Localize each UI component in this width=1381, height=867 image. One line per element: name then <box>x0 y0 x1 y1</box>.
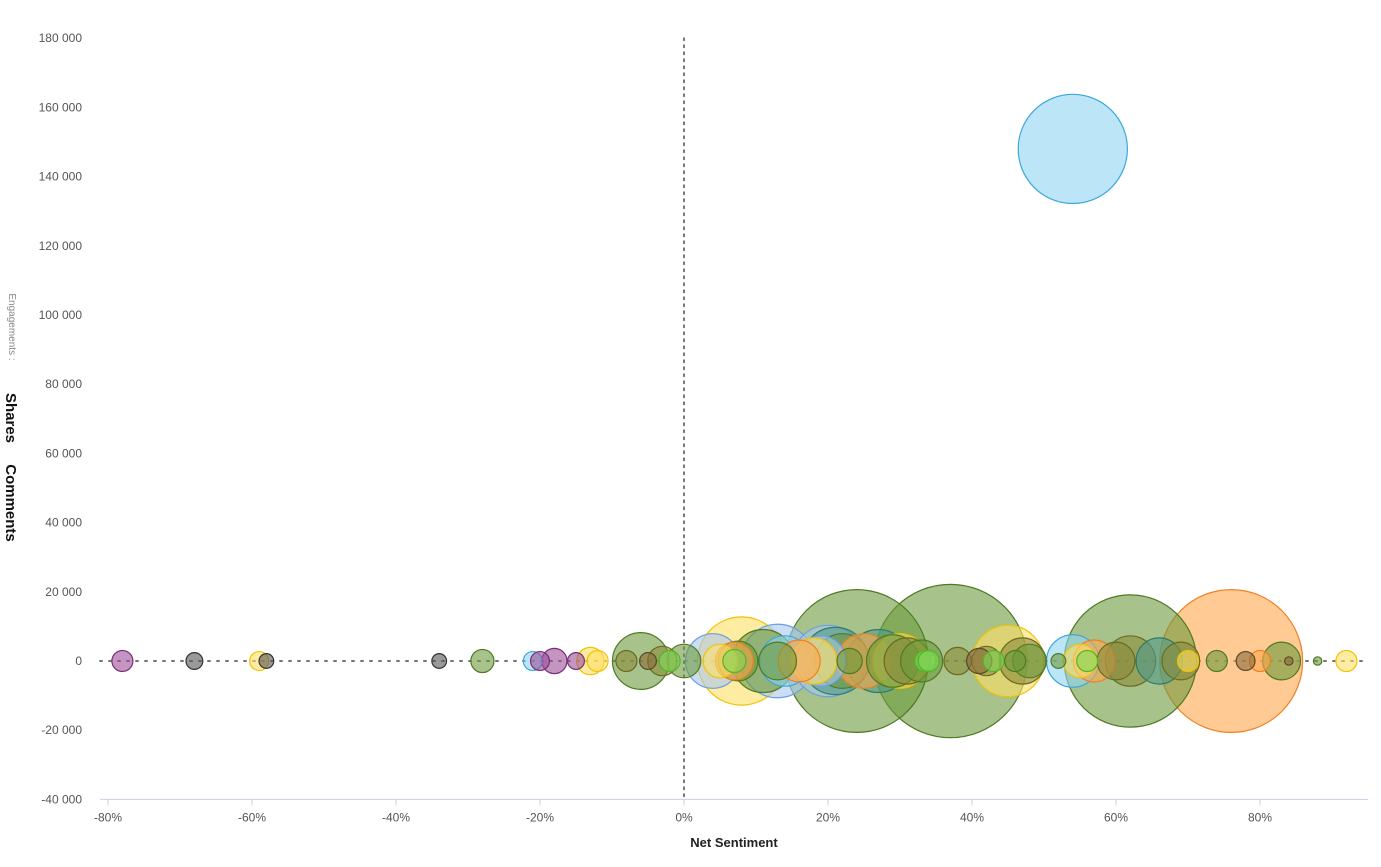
bubble-point[interactable] <box>982 649 1005 673</box>
bubble-point[interactable] <box>758 641 798 681</box>
y-tick-label: 120 000 <box>39 239 83 253</box>
x-tick-label: 60% <box>1104 810 1128 824</box>
y-tick-label: 140 000 <box>39 170 83 184</box>
y-tick-label: 100 000 <box>39 308 83 322</box>
bubble-point[interactable] <box>1096 641 1136 681</box>
x-tick-label: -80% <box>94 810 122 824</box>
x-axis-ticks: -80% -60% -40% -20% 0% 20% 40% 60% 80% <box>94 799 1272 824</box>
bubble-point[interactable] <box>586 649 609 673</box>
y-tick-label: 180 000 <box>39 31 83 45</box>
bubble-point[interactable] <box>470 648 495 674</box>
x-axis-title: Net Sentiment <box>690 835 778 850</box>
bubble-point[interactable] <box>111 649 134 673</box>
bubble-point[interactable] <box>1004 649 1027 673</box>
y-axis-title-prefix: Engagements : <box>6 293 17 360</box>
bubble-point[interactable] <box>615 649 638 673</box>
y-tick-label: 0 <box>75 654 82 668</box>
bubble-point[interactable] <box>722 648 747 674</box>
bubble-point[interactable] <box>258 653 275 669</box>
y-axis-option-shares[interactable]: Shares <box>2 393 19 443</box>
bubble-point[interactable] <box>1235 650 1256 672</box>
bubble-point[interactable] <box>1076 649 1099 673</box>
y-axis-title: Engagements : Shares Comments <box>2 293 19 541</box>
y-tick-label: 80 000 <box>45 377 82 391</box>
bubble-series <box>111 93 1358 739</box>
x-tick-label: -60% <box>238 810 266 824</box>
bubble-point[interactable] <box>1284 656 1294 666</box>
bubble-point[interactable] <box>1205 649 1228 673</box>
y-tick-label: 40 000 <box>45 516 82 530</box>
y-tick-label: 160 000 <box>39 100 83 114</box>
bubble-point[interactable] <box>658 649 681 673</box>
bubble-point[interactable] <box>529 650 551 672</box>
y-tick-label: -20 000 <box>41 723 82 737</box>
bubble-point[interactable] <box>1017 93 1129 205</box>
bubble-point[interactable] <box>638 651 657 670</box>
bubble-point[interactable] <box>185 651 204 670</box>
y-tick-label: 20 000 <box>45 585 82 599</box>
x-tick-label: 40% <box>960 810 984 824</box>
bubble-point[interactable] <box>1050 653 1067 669</box>
reference-lines <box>99 37 1369 801</box>
bubble-point[interactable] <box>836 647 863 675</box>
x-tick-label: 0% <box>675 810 693 824</box>
y-tick-label: -40 000 <box>41 792 82 806</box>
bubble-point[interactable] <box>917 649 940 673</box>
bubble-point[interactable] <box>1312 656 1323 666</box>
bubble-point[interactable] <box>566 651 585 670</box>
y-axis-ticks: 180 000 160 000 140 000 120 000 100 000 80 00… <box>39 31 83 806</box>
bubble-point[interactable] <box>1335 649 1358 673</box>
bubble-point[interactable] <box>431 653 448 669</box>
x-tick-label: -40% <box>382 810 410 824</box>
x-tick-label: -20% <box>526 810 554 824</box>
x-tick-label: 80% <box>1248 810 1272 824</box>
y-tick-label: 60 000 <box>45 446 82 460</box>
bubble-point[interactable] <box>1176 649 1200 673</box>
x-tick-label: 20% <box>816 810 840 824</box>
y-axis-option-comments[interactable]: Comments <box>2 464 19 542</box>
